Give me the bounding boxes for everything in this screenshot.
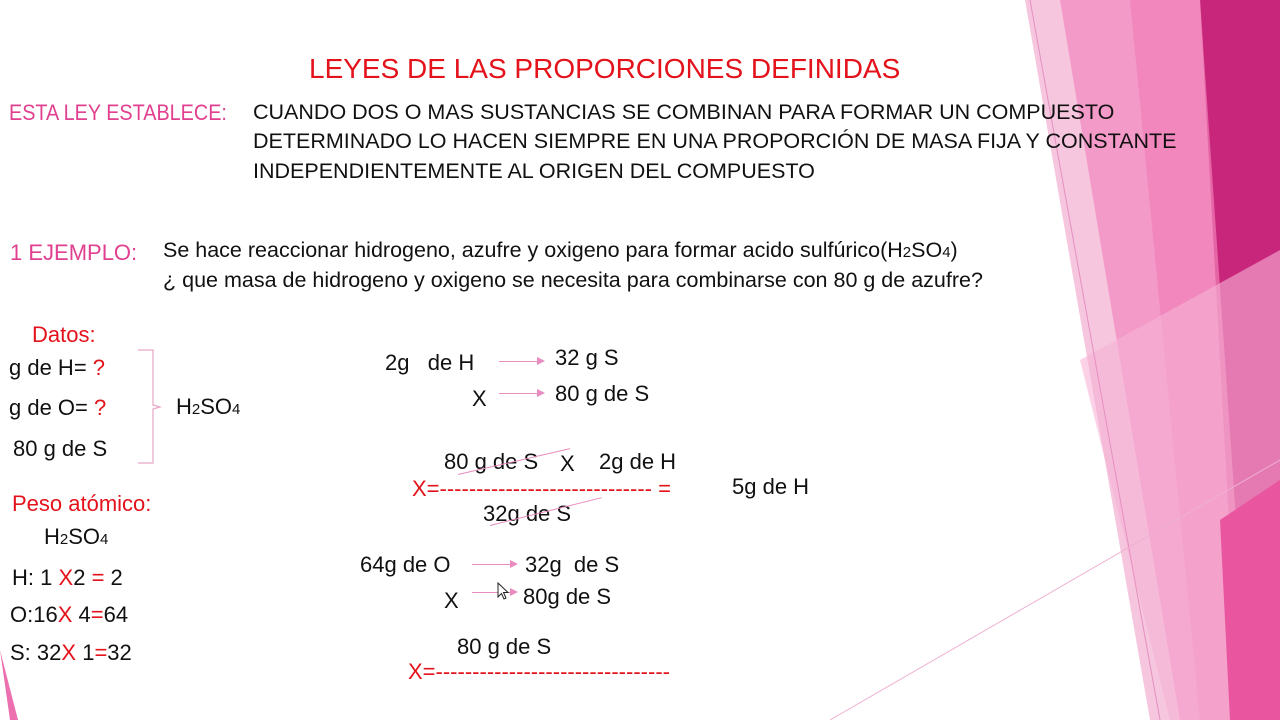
fraction-dashes: -------------------------------- xyxy=(435,659,670,684)
peso-row-h: H: 1 X2 = 2 xyxy=(12,567,123,589)
example-text: Se hace reaccionar hidrogeno, azufre y o… xyxy=(163,238,903,262)
unknown-mark: ? xyxy=(94,395,107,420)
h-rule-left-1: 2g de H xyxy=(385,350,475,375)
o-rule-left-1: 64g de O xyxy=(360,552,451,577)
formula-part: H xyxy=(176,394,192,419)
equals: = xyxy=(94,640,108,665)
datos-compound: H2SO4 xyxy=(176,396,240,418)
subscript: 2 xyxy=(59,531,69,548)
times: X xyxy=(58,565,74,590)
o-numerator: 80 g de S xyxy=(457,634,552,659)
formula-part: H xyxy=(44,524,60,549)
atomic-weight: 32 xyxy=(30,640,62,665)
atomic-weight: 16 xyxy=(33,602,58,627)
element: H: xyxy=(12,565,34,590)
subscript: 4 xyxy=(232,401,241,418)
example-line-1: Se hace reaccionar hidrogeno, azufre y o… xyxy=(163,238,958,262)
equals: = xyxy=(658,476,671,501)
peso-label: Peso atómico: xyxy=(12,491,152,516)
x-equals: X= xyxy=(408,659,436,684)
example-line-2: ¿ que masa de hidrogeno y oxigeno se nec… xyxy=(163,268,983,292)
h-numerator-b: 2g de H xyxy=(599,449,677,474)
formula-part: SO xyxy=(68,524,101,549)
count: 2 xyxy=(73,565,86,590)
subscript: 4 xyxy=(942,244,951,261)
datos-text: g de O= xyxy=(9,395,88,420)
h-rule-right-1: 32 g S xyxy=(555,345,619,370)
times: X xyxy=(61,640,77,665)
x-equals: X= xyxy=(412,476,440,501)
brace xyxy=(138,349,163,464)
formula-part: SO xyxy=(200,394,233,419)
subscript: 4 xyxy=(100,531,109,548)
datos-item-h: g de H= ? xyxy=(9,357,105,379)
law-line-2: DETERMINADO LO HACEN SIEMPRE EN UNA PROP… xyxy=(253,129,1177,153)
h-rule-right-2: 80 g de S xyxy=(555,381,650,406)
h-fraction-line: X=----------------------------- = xyxy=(412,478,671,500)
h-result: 5g de H xyxy=(732,474,810,499)
arrow-icon xyxy=(472,560,518,568)
datos-text: g de H= xyxy=(9,355,87,380)
arrow-icon xyxy=(472,588,518,596)
law-line-3: INDEPENDIENTEMENTE AL ORIGEN DEL COMPUES… xyxy=(253,159,815,183)
fraction-dashes: ----------------------------- xyxy=(439,476,652,501)
o-rule-left-2: X xyxy=(444,588,459,613)
example-label: 1 EJEMPLO: xyxy=(10,240,138,265)
count: 4 xyxy=(72,602,91,627)
atomic-weight: 1 xyxy=(40,565,53,590)
result: 64 xyxy=(103,602,129,627)
o-rule-right-2: 80g de S xyxy=(523,584,612,609)
peso-row-s: S: 32X 1=32 xyxy=(10,642,132,664)
datos-item-o: g de O= ? xyxy=(9,397,106,419)
datos-label: Datos: xyxy=(32,322,96,347)
h-rule-left-2: X xyxy=(472,386,487,411)
element: O: xyxy=(10,602,34,627)
element: S: xyxy=(10,640,31,665)
peso-row-o: O:16X 4=64 xyxy=(10,604,128,626)
law-label: ESTA LEY ESTABLECE: xyxy=(9,100,227,125)
o-rule-right-1: 32g de S xyxy=(525,552,620,577)
count: 1 xyxy=(76,640,95,665)
equals: = xyxy=(91,565,105,590)
example-text: SO xyxy=(911,238,943,262)
datos-item-s: 80 g de S xyxy=(13,436,108,461)
result: 2 xyxy=(104,565,123,590)
example-text: ) xyxy=(950,238,958,262)
peso-compound: H2SO4 xyxy=(44,526,108,548)
subscript: 2 xyxy=(902,244,912,261)
times: X xyxy=(57,602,73,627)
h-denominator: 32g de S xyxy=(483,501,572,526)
subscript: 2 xyxy=(191,401,201,418)
equals: = xyxy=(90,602,104,627)
law-line-1: CUANDO DOS O MAS SUSTANCIAS SE COMBINAN … xyxy=(253,100,1115,124)
arrow-icon xyxy=(499,357,545,365)
h-numerator-x: X xyxy=(560,451,575,476)
arrow-icon xyxy=(499,389,545,397)
slide-title: LEYES DE LAS PROPORCIONES DEFINIDAS xyxy=(309,53,901,84)
result: 32 xyxy=(107,640,132,665)
o-fraction-line: X=-------------------------------- xyxy=(408,661,670,683)
h-numerator-a: 80 g de S xyxy=(444,449,539,474)
unknown-mark: ? xyxy=(92,355,106,380)
mouse-cursor-icon xyxy=(497,582,510,600)
